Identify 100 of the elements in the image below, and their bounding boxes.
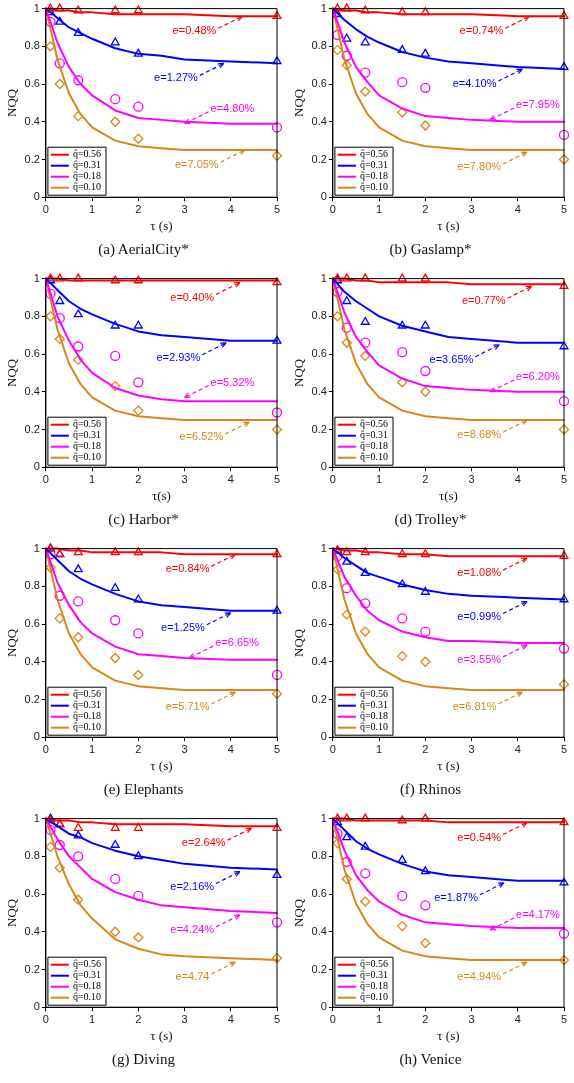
annotation: e=5.32% xyxy=(210,375,255,388)
legend-label: q̂=0.18 xyxy=(72,710,101,722)
y-tick-label: 0.4 xyxy=(24,384,40,397)
y-tick-label: 0.4 xyxy=(311,384,327,397)
x-tick-label: 2 xyxy=(134,742,141,755)
x-tick-label: 5 xyxy=(273,472,280,485)
legend-label: q̂=0.56 xyxy=(72,958,101,970)
y-tick-label: 0.4 xyxy=(311,654,327,667)
x-tick-label: 2 xyxy=(421,472,428,485)
legend-label: q̂=0.10 xyxy=(359,181,388,193)
y-tick-label: 0 xyxy=(33,730,40,743)
y-axis-title: NQQ xyxy=(3,898,19,927)
y-tick-label: 0.6 xyxy=(311,887,327,900)
x-tick-label: 1 xyxy=(88,472,95,485)
annotation: e=3.55% xyxy=(456,652,501,665)
annotation: e=0.40% xyxy=(169,290,214,303)
text: (d) Trolley* xyxy=(393,510,468,529)
y-tick-label: 0.4 xyxy=(24,114,40,127)
x-tick-label: 0 xyxy=(42,742,49,755)
x-axis-title: τ (s) xyxy=(436,217,460,233)
x-tick-label: 5 xyxy=(273,742,280,755)
x-tick-label: 0 xyxy=(329,202,336,215)
y-tick-label: 0.4 xyxy=(311,114,327,127)
x-tick-label: 1 xyxy=(88,742,95,755)
legend-label: q̂=0.56 xyxy=(359,958,388,970)
x-tick-label: 3 xyxy=(467,742,475,755)
annotation: e=6.52% xyxy=(179,430,223,443)
text: (h) Venice xyxy=(398,1050,463,1069)
x-tick-label: 0 xyxy=(42,202,49,215)
annotation: e=0.48% xyxy=(172,24,217,37)
annotation: e=6.65% xyxy=(214,636,259,649)
x-tick-label: 5 xyxy=(273,202,280,215)
x-tick-label: 2 xyxy=(421,742,428,755)
y-axis-title: NQQ xyxy=(3,358,19,387)
legend-label: q̂=0.31 xyxy=(72,429,101,441)
y-tick-label: 1 xyxy=(320,1,327,14)
y-tick-label: 0.2 xyxy=(24,692,40,705)
x-tick-label: 4 xyxy=(514,742,521,755)
x-axis-title: τ (s) xyxy=(149,1027,173,1043)
x-tick-label: 5 xyxy=(273,1012,280,1025)
y-tick-label: 0.2 xyxy=(311,152,327,165)
y-axis-title: NQQ xyxy=(3,88,19,117)
x-tick-label: 0 xyxy=(42,472,49,485)
legend-label: q̂=0.31 xyxy=(359,429,388,441)
y-tick-label: 0 xyxy=(33,190,40,203)
annotation: e=0.84% xyxy=(165,562,210,575)
x-tick-label: 1 xyxy=(375,472,382,485)
legend-label: q̂=0.18 xyxy=(359,710,388,722)
x-axis-title: τ (s) xyxy=(436,757,460,773)
legend-label: q̂=0.10 xyxy=(359,721,388,733)
y-tick-label: 1 xyxy=(33,541,40,554)
y-tick-label: 0.2 xyxy=(311,962,327,975)
y-tick-label: 0.2 xyxy=(24,152,40,165)
x-tick-label: 5 xyxy=(560,472,567,485)
x-tick-label: 4 xyxy=(514,472,521,485)
legend-label: q̂=0.31 xyxy=(359,699,388,711)
annotation: e=2.93% xyxy=(155,350,200,363)
legend-label: q̂=0.18 xyxy=(359,440,388,452)
legend-label: q̂=0.18 xyxy=(359,980,388,992)
x-axis-title: τ(s) xyxy=(438,487,458,503)
y-tick-label: 0 xyxy=(320,190,327,203)
annotation: e=7.05% xyxy=(174,158,219,171)
x-tick-label: 3 xyxy=(180,1012,188,1025)
y-tick-label: 0.4 xyxy=(311,924,327,937)
x-axis-title: τ (s) xyxy=(149,757,173,773)
x-tick-label: 2 xyxy=(134,472,141,485)
y-tick-label: 0.8 xyxy=(311,39,327,52)
x-axis-title: τ(s) xyxy=(151,487,171,503)
legend-label: q̂=0.10 xyxy=(72,721,101,733)
y-tick-label: 0 xyxy=(33,460,40,473)
legend-label: q̂=0.31 xyxy=(359,159,388,171)
x-tick-label: 5 xyxy=(560,1012,567,1025)
y-tick-label: 0.8 xyxy=(311,309,327,322)
y-tick-label: 0.8 xyxy=(24,579,40,592)
legend-label: q̂=0.31 xyxy=(72,159,101,171)
legend-label: q̂=0.10 xyxy=(359,451,388,463)
annotation: e=7.95% xyxy=(515,98,560,111)
x-tick-label: 4 xyxy=(514,1012,521,1025)
x-tick-label: 4 xyxy=(227,742,234,755)
annotation: e=4.10% xyxy=(452,77,497,90)
legend-label: q̂=0.10 xyxy=(72,181,101,193)
annotation: e=2.64% xyxy=(181,836,226,849)
x-tick-label: 3 xyxy=(467,1012,475,1025)
legend-label: q̂=0.31 xyxy=(72,699,101,711)
text: (e) Elephants xyxy=(102,780,185,799)
y-tick-label: 0.6 xyxy=(24,347,40,360)
legend-label: q̂=0.10 xyxy=(72,451,101,463)
text: (f) Rhinos xyxy=(398,780,463,799)
x-tick-label: 3 xyxy=(180,742,188,755)
y-tick-label: 0.8 xyxy=(24,309,40,322)
y-axis-title: NQQ xyxy=(290,628,306,657)
legend-label: q̂=0.18 xyxy=(72,440,101,452)
x-tick-label: 0 xyxy=(329,742,336,755)
annotation: e=4.17% xyxy=(515,908,560,921)
legend-label: q̂=0.56 xyxy=(359,148,388,160)
x-tick-label: 3 xyxy=(467,202,475,215)
y-tick-label: 0.8 xyxy=(311,579,327,592)
x-tick-label: 2 xyxy=(421,202,428,215)
x-tick-label: 3 xyxy=(467,472,475,485)
y-tick-label: 0.2 xyxy=(24,962,40,975)
